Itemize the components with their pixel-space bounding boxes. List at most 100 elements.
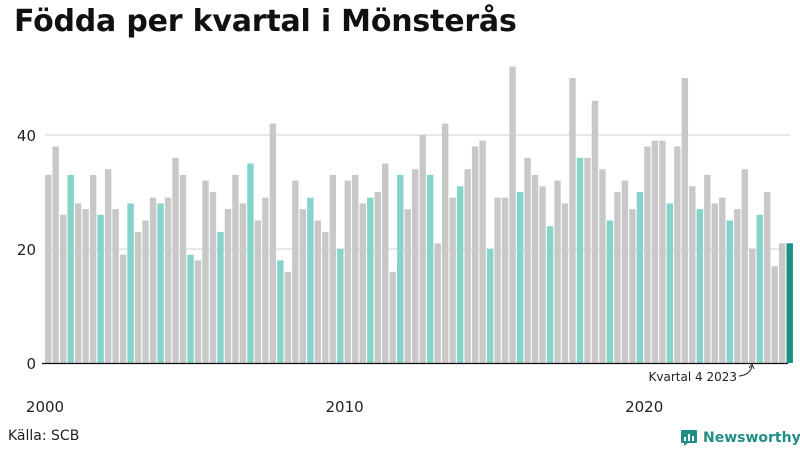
bar-2001-q4: [97, 214, 104, 363]
bar-2009-q3: [329, 174, 337, 363]
annotation-arrowhead: [748, 362, 755, 370]
bar-2014-q2: [471, 146, 479, 363]
bar-2007-q4: [277, 260, 284, 363]
bar-2017-q2: [561, 203, 569, 363]
bar-2012-q3: [419, 135, 426, 363]
bar-2011-q3: [389, 271, 396, 363]
bar-2016-q3: [539, 186, 546, 363]
bar-2013-q4: [456, 186, 464, 363]
bar-2011-q1: [374, 192, 381, 363]
bar-2022-q3: [719, 197, 726, 363]
bar-2000-q4: [67, 174, 74, 363]
chart-title: Födda per kvartal i Mönsterås: [14, 4, 517, 39]
bar-2021-q4: [696, 209, 704, 363]
bar-2014-q3: [479, 140, 486, 363]
bar-2018-q1: [584, 157, 591, 363]
bar-2024-q2: [771, 266, 778, 363]
bar-2018-q2: [591, 100, 599, 364]
bar-2001-q1: [74, 203, 82, 363]
x-tick-label-2000: 2000: [26, 398, 64, 416]
bar-2017-q4: [576, 157, 584, 363]
bar-2006-q2: [232, 174, 239, 363]
bar-2008-q2: [292, 180, 299, 363]
bar-2003-q4: [157, 203, 164, 363]
y-tick-label-20: 20: [17, 241, 36, 259]
bar-2024-q3: [779, 243, 786, 363]
bar-2009-q1: [314, 220, 322, 363]
bar-2007-q1: [254, 220, 262, 363]
bar-2016-q4: [546, 226, 554, 363]
bar-2013-q1: [434, 243, 441, 363]
bar-2003-q1: [134, 231, 142, 363]
bar-2002-q2: [112, 209, 119, 363]
bar-2000-q3: [59, 214, 67, 363]
bar-2024-q1: [764, 192, 771, 363]
bar-2023-q4: [756, 214, 763, 363]
bar-2020-q4: [666, 203, 674, 363]
bar-2006-q3: [239, 203, 247, 363]
bar-2019-q1: [614, 192, 621, 363]
bar-2023-q2: [741, 169, 748, 363]
bar-2007-q3: [269, 123, 277, 363]
x-tick-label-2010: 2010: [326, 398, 364, 416]
bar-2021-q1: [674, 146, 681, 363]
bar-2004-q2: [172, 157, 179, 363]
bar-2006-q4: [247, 163, 254, 363]
bar-2022-q4: [726, 220, 733, 363]
bar-2022-q1: [704, 174, 711, 363]
bar-2017-q3: [569, 78, 576, 363]
bar-2013-q2: [441, 123, 449, 363]
bar-2000-q1: [45, 174, 52, 363]
bar-2015-q4: [516, 192, 524, 363]
bar-2015-q1: [494, 197, 501, 363]
bar-2002-q1: [104, 169, 112, 363]
bar-2011-q4: [397, 174, 404, 363]
bar-2018-q4: [606, 220, 614, 363]
bar-2023-q3: [749, 249, 756, 363]
bar-2005-q2: [202, 180, 209, 363]
bar-2012-q4: [426, 174, 434, 363]
bar-2024-q4: [786, 243, 793, 363]
brand-name: Newsworthy: [703, 430, 800, 446]
bar-2007-q2: [262, 197, 269, 363]
bar-2010-q3: [359, 203, 366, 363]
bar-2002-q4: [127, 203, 134, 363]
bar-2019-q2: [621, 180, 629, 363]
bar-2015-q3: [509, 66, 516, 363]
bar-2005-q1: [194, 260, 202, 363]
bar-2005-q4: [217, 231, 224, 363]
bar-2021-q3: [689, 186, 696, 363]
bar-2014-q1: [464, 169, 471, 363]
bar-2008-q1: [284, 271, 292, 363]
annotation-arrow: [738, 365, 753, 377]
bar-2022-q2: [711, 203, 719, 363]
bar-2020-q3: [659, 140, 666, 363]
bar-2018-q3: [599, 169, 606, 363]
bar-2011-q2: [382, 163, 389, 363]
brand-logo: Newsworthy: [680, 427, 800, 449]
bar-2012-q2: [412, 169, 419, 363]
bar-2016-q2: [531, 174, 539, 363]
bar-2004-q4: [187, 254, 194, 363]
bar-2012-q1: [404, 209, 411, 363]
bar-2020-q2: [651, 140, 659, 363]
y-tick-label-0: 0: [26, 355, 36, 373]
bar-2009-q2: [322, 231, 329, 363]
bar-2006-q1: [224, 209, 232, 363]
bar-2013-q3: [449, 197, 456, 363]
bar-2023-q1: [734, 209, 741, 363]
newsworthy-chart-bubble-icon: [681, 430, 697, 446]
x-tick-label-2020: 2020: [625, 398, 663, 416]
bar-2019-q3: [629, 209, 636, 363]
bar-2015-q2: [501, 197, 509, 363]
bar-2003-q2: [142, 220, 149, 363]
y-tick-label-40: 40: [17, 127, 36, 145]
bar-2002-q3: [119, 254, 127, 363]
bar-2005-q3: [209, 192, 217, 363]
bar-2017-q1: [554, 180, 561, 363]
bar-2010-q2: [352, 174, 359, 363]
bar-2004-q3: [179, 174, 187, 363]
source-note: Källa: SCB: [8, 428, 80, 444]
bar-2009-q4: [337, 249, 344, 363]
